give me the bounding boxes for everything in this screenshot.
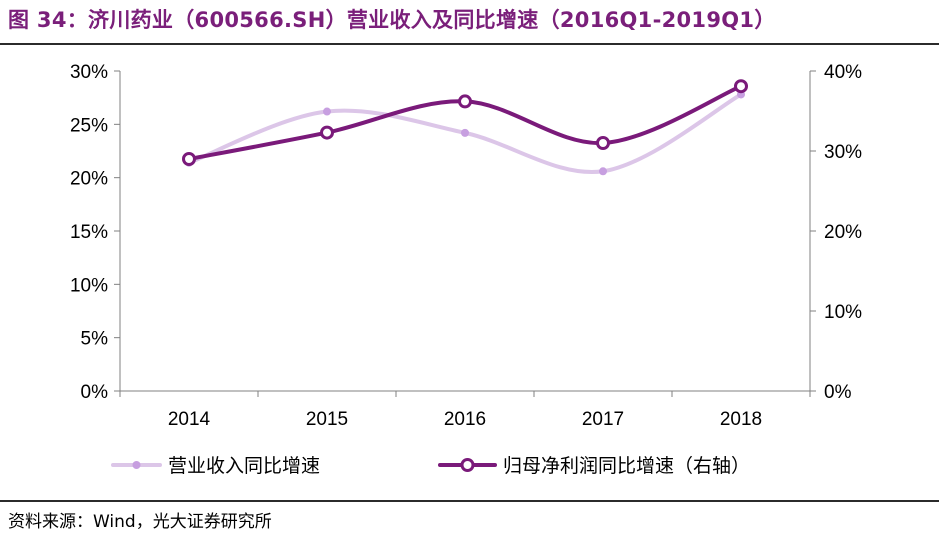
revenue-growth-point	[599, 167, 607, 176]
chart-series	[182, 79, 748, 176]
x-tick-label: 2015	[306, 409, 348, 430]
y-left-tick-label: 30%	[70, 62, 108, 83]
legend-marker-revenue-growth	[132, 461, 141, 469]
source-note: 资料来源：Wind，光大证券研究所	[8, 512, 272, 532]
revenue-growth-point	[323, 107, 331, 116]
y-right-tick-label: 20%	[824, 222, 862, 243]
x-tick-label: 2018	[720, 409, 762, 430]
profit-growth-point	[596, 136, 610, 150]
profit-growth-point	[458, 94, 472, 109]
chart: 0% 5% 10% 15% 20% 25% 30% 0% 10% 20% 30% 40% 2014 201…	[70, 62, 862, 477]
y-left-tick-label: 25%	[70, 115, 108, 136]
legend-label-profit-growth: 归母净利润同比增速（右轴）	[503, 455, 750, 477]
legend-marker-profit-growth	[460, 458, 475, 472]
footer-divider	[0, 500, 939, 502]
x-tick-label: 2016	[444, 409, 486, 430]
y-right-tick-label: 10%	[824, 302, 862, 323]
y-left-tick-label: 5%	[81, 329, 109, 350]
figure-title: 图 34：济川药业（600566.SH）营业收入及同比增速（2016Q1-201…	[8, 8, 776, 32]
x-tick-label: 2014	[168, 409, 211, 430]
y-left-tick-label: 10%	[70, 275, 108, 296]
title-divider	[0, 43, 939, 45]
chart-legend: 营业收入同比增速 归母净利润同比增速（右轴）	[111, 455, 750, 477]
y-right-tick-label: 0%	[824, 382, 852, 403]
chart-axes: 0% 5% 10% 15% 20% 25% 30% 0% 10% 20% 30% 40% 2014 201…	[70, 62, 862, 430]
revenue-growth-point	[461, 128, 469, 137]
profit-growth-point	[182, 152, 196, 166]
y-left-tick-label: 15%	[70, 222, 108, 243]
y-right-tick-label: 30%	[824, 142, 862, 163]
y-right-tick-label: 40%	[824, 62, 862, 83]
profit-growth-point	[734, 79, 748, 94]
y-left-tick-label: 20%	[70, 169, 108, 190]
x-tick-label: 2017	[582, 409, 624, 430]
profit-growth-point	[320, 125, 334, 140]
legend-label-revenue-growth: 营业收入同比增速	[168, 455, 320, 477]
y-left-tick-label: 0%	[81, 382, 109, 403]
